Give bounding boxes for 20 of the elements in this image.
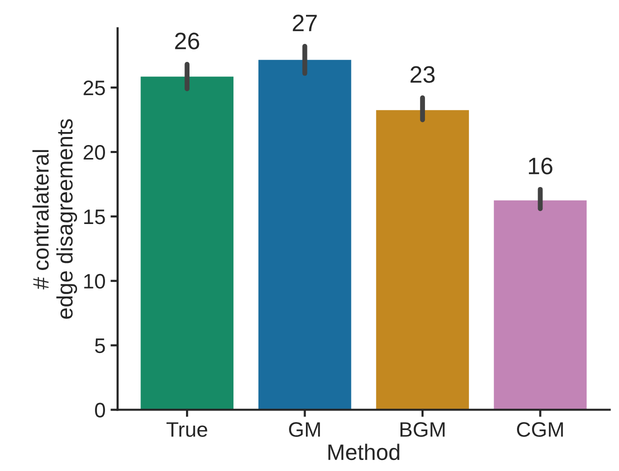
bar xyxy=(492,198,588,410)
data-label: 23 xyxy=(410,66,435,83)
bar xyxy=(257,58,353,410)
x-tick-label: True xyxy=(166,422,208,437)
data-label: 16 xyxy=(528,158,552,174)
y-tick-label: 25 xyxy=(84,80,105,96)
y-tick-label: 5 xyxy=(95,338,105,354)
y-tick-label: 10 xyxy=(84,274,105,289)
bar xyxy=(139,75,235,410)
x-tick-label: GM xyxy=(289,422,320,437)
y-tick-label: 15 xyxy=(84,210,105,224)
y-tick-label: 0 xyxy=(95,402,105,418)
x-tick-label: CGM xyxy=(517,422,563,437)
data-label: 27 xyxy=(292,14,317,32)
x-axis-title: Method xyxy=(328,444,400,460)
y-axis-title: # contralateral edge disagreements xyxy=(32,119,78,319)
data-label: 26 xyxy=(175,32,200,50)
x-tick-label: BGM xyxy=(400,422,445,437)
bar xyxy=(374,108,470,410)
y-tick-label: 20 xyxy=(84,144,105,160)
